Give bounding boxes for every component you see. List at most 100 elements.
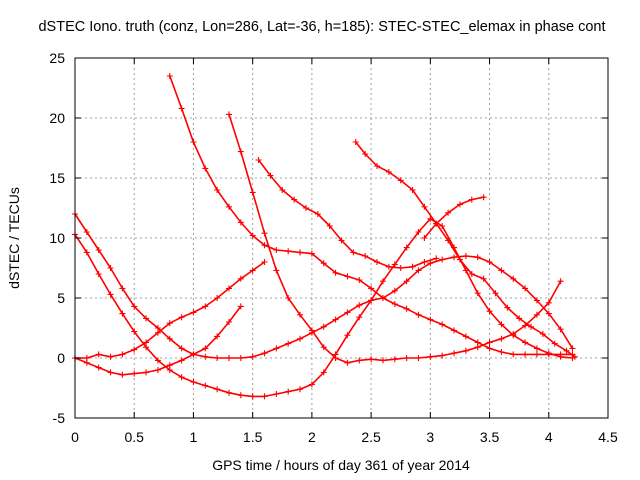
series-6	[225, 111, 564, 366]
data-point	[249, 267, 256, 274]
x-tick-label: 1	[190, 429, 198, 445]
data-point	[308, 381, 315, 388]
data-point	[190, 351, 197, 358]
data-point	[421, 259, 428, 265]
data-point	[350, 249, 357, 256]
y-tick-label: 20	[49, 110, 65, 126]
data-point	[214, 295, 221, 301]
data-point	[83, 229, 90, 235]
data-point	[486, 345, 493, 352]
data-point	[439, 352, 446, 359]
y-tick-label: 5	[57, 290, 65, 306]
data-point	[178, 314, 185, 321]
data-point	[368, 285, 375, 292]
data-point	[261, 259, 268, 265]
data-point	[285, 248, 292, 255]
y-axis-label: dSTEC / TECUs	[6, 187, 22, 289]
data-point	[332, 355, 339, 361]
data-point	[397, 177, 404, 184]
data-point	[533, 297, 540, 304]
data-point	[510, 351, 517, 358]
data-point	[385, 263, 392, 270]
data-point	[344, 273, 351, 280]
data-point	[291, 196, 298, 203]
data-point	[202, 382, 209, 389]
data-point	[545, 351, 552, 358]
data-point	[119, 285, 126, 292]
series-layer	[72, 73, 578, 400]
data-point	[202, 165, 209, 172]
data-point	[356, 314, 363, 321]
data-point	[533, 351, 540, 358]
data-point	[225, 389, 232, 396]
data-point	[107, 369, 114, 376]
data-point	[178, 105, 185, 112]
data-point	[131, 328, 138, 335]
data-point	[563, 347, 570, 354]
data-point	[433, 255, 440, 262]
y-tick-label: 15	[49, 170, 65, 186]
data-point	[166, 335, 173, 342]
data-point	[332, 269, 339, 276]
data-point	[297, 386, 304, 393]
data-point	[237, 148, 244, 155]
data-point	[522, 322, 529, 329]
data-point	[551, 340, 558, 347]
data-point	[261, 242, 268, 249]
data-point	[474, 254, 481, 261]
data-point	[202, 353, 209, 360]
data-point	[474, 290, 481, 297]
data-point	[308, 250, 315, 257]
data-point	[344, 359, 351, 366]
data-point	[273, 345, 280, 352]
data-point	[391, 356, 398, 363]
data-point	[492, 290, 499, 297]
data-point	[261, 350, 268, 357]
data-point	[451, 254, 458, 261]
data-point	[178, 357, 185, 364]
series-trace	[228, 113, 562, 364]
data-point	[510, 275, 517, 282]
data-point	[255, 157, 262, 163]
data-point	[397, 265, 404, 271]
data-point	[379, 278, 386, 285]
data-point	[214, 355, 221, 361]
data-point	[131, 346, 138, 353]
data-point	[456, 256, 463, 263]
data-point	[297, 335, 304, 342]
data-point	[498, 267, 505, 274]
data-point	[427, 316, 434, 323]
data-point	[131, 303, 138, 310]
y-tick-label: 25	[49, 50, 65, 66]
data-point	[352, 139, 359, 145]
data-point	[427, 353, 434, 360]
data-point	[190, 139, 197, 145]
data-point	[368, 297, 375, 304]
x-tick-label: 0.5	[124, 429, 144, 445]
data-point	[557, 278, 564, 285]
data-point	[285, 388, 292, 395]
data-point	[143, 369, 150, 376]
data-point	[202, 303, 209, 310]
series-5	[166, 73, 576, 358]
data-point	[314, 211, 321, 217]
data-point	[83, 249, 90, 256]
data-point	[533, 345, 540, 352]
data-point	[533, 311, 540, 318]
data-point	[545, 310, 552, 317]
data-point	[154, 329, 161, 336]
data-point	[237, 392, 244, 399]
x-tick-label: 3	[426, 429, 434, 445]
data-point	[462, 333, 469, 340]
data-point	[415, 267, 422, 274]
data-point	[403, 355, 410, 361]
data-point	[557, 351, 564, 358]
data-point	[374, 259, 381, 265]
data-point	[178, 374, 185, 381]
data-point	[486, 308, 493, 315]
series-9	[421, 194, 487, 241]
data-point	[214, 386, 221, 393]
data-point	[285, 340, 292, 347]
data-point	[391, 261, 398, 268]
x-tick-label: 4.5	[598, 429, 618, 445]
